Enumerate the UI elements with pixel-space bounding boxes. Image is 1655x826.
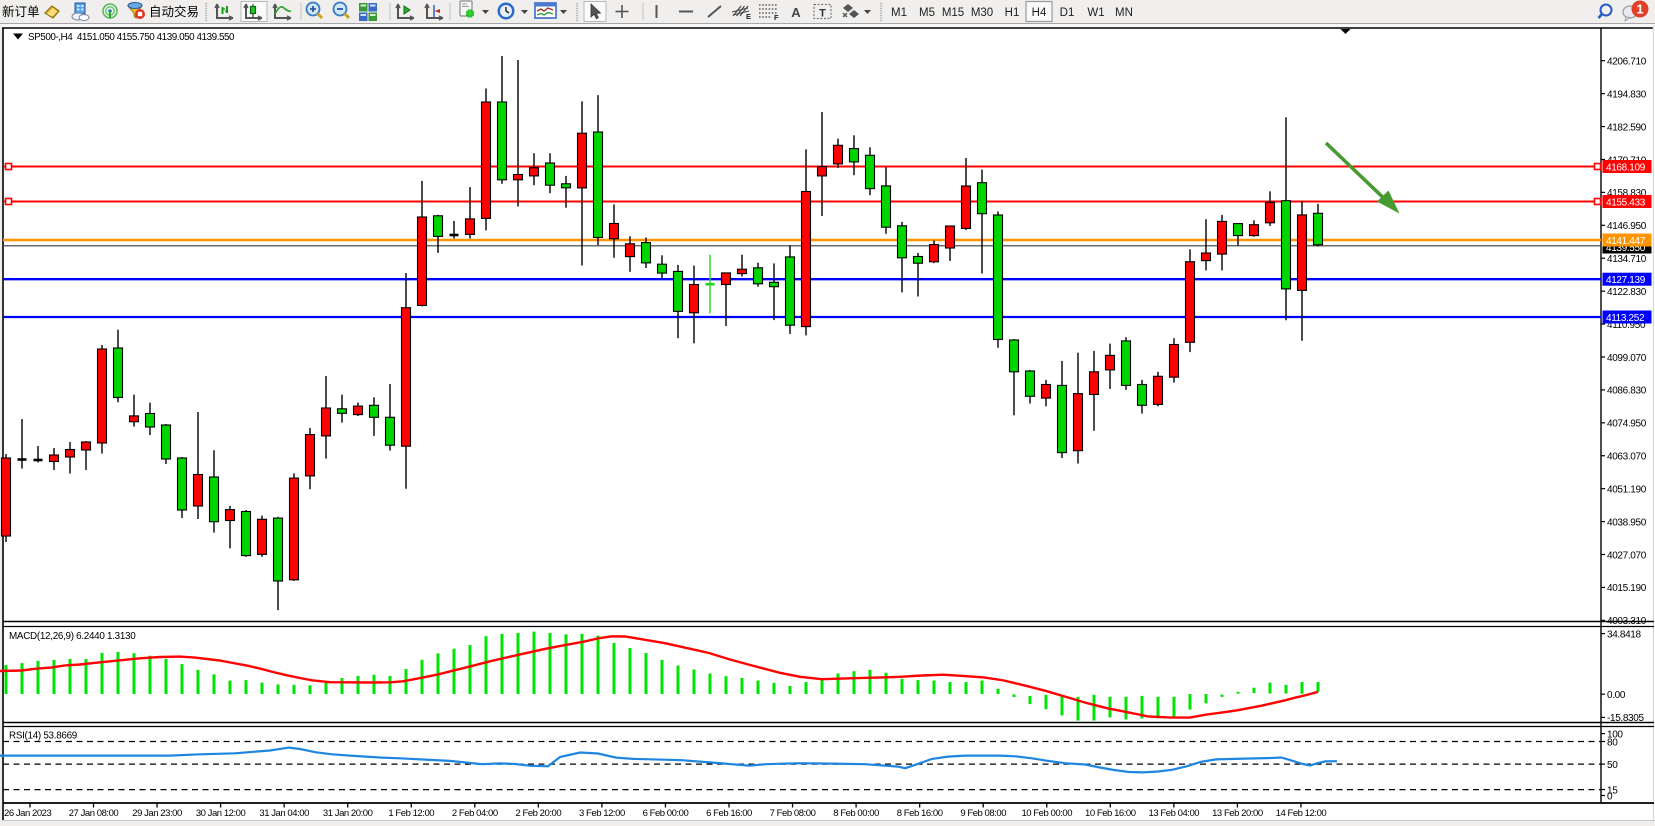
svg-text:4139.550: 4139.550 — [1606, 243, 1646, 254]
svg-text:13 Feb 04:00: 13 Feb 04:00 — [1149, 808, 1200, 819]
svg-text:E: E — [746, 12, 751, 21]
svg-text:3 Feb 12:00: 3 Feb 12:00 — [579, 808, 625, 819]
svg-text:2 Feb 04:00: 2 Feb 04:00 — [452, 808, 498, 819]
svg-text:4146.950: 4146.950 — [1607, 221, 1647, 232]
svg-text:8 Feb 00:00: 8 Feb 00:00 — [833, 808, 879, 819]
svg-text:1 Feb 12:00: 1 Feb 12:00 — [388, 808, 434, 819]
svg-text:4015.190: 4015.190 — [1607, 583, 1647, 594]
svg-text:-15.8305: -15.8305 — [1607, 713, 1644, 724]
svg-text:A: A — [791, 5, 801, 20]
svg-text:M15: M15 — [942, 7, 964, 19]
svg-text:6 Feb 16:00: 6 Feb 16:00 — [706, 808, 752, 819]
svg-text:T: T — [819, 8, 826, 20]
svg-text:H1: H1 — [1005, 7, 1020, 19]
svg-text:4074.950: 4074.950 — [1607, 419, 1647, 430]
svg-text:100: 100 — [1607, 729, 1623, 740]
svg-text:4182.590: 4182.590 — [1607, 122, 1647, 133]
svg-text:H4: H4 — [1032, 7, 1047, 19]
svg-text:MN: MN — [1115, 7, 1133, 19]
svg-text:9 Feb 08:00: 9 Feb 08:00 — [960, 808, 1006, 819]
svg-text:10 Feb 00:00: 10 Feb 00:00 — [1021, 808, 1072, 819]
svg-text:4206.710: 4206.710 — [1607, 57, 1647, 68]
svg-text:0.00: 0.00 — [1607, 690, 1626, 701]
svg-text:7 Feb 08:00: 7 Feb 08:00 — [770, 808, 816, 819]
svg-text:13 Feb 20:00: 13 Feb 20:00 — [1212, 808, 1263, 819]
svg-text:RSI(14) 53.8669: RSI(14) 53.8669 — [9, 731, 78, 742]
svg-text:30 Jan 12:00: 30 Jan 12:00 — [196, 808, 246, 819]
svg-text:4110.950: 4110.950 — [1607, 320, 1646, 331]
svg-text:8 Feb 16:00: 8 Feb 16:00 — [897, 808, 943, 819]
svg-text:10 Feb 16:00: 10 Feb 16:00 — [1085, 808, 1136, 819]
svg-text:27 Jan 08:00: 27 Jan 08:00 — [69, 808, 119, 819]
svg-text:4027.070: 4027.070 — [1607, 550, 1647, 561]
svg-text:4099.070: 4099.070 — [1607, 353, 1647, 364]
svg-text:4003.310: 4003.310 — [1607, 616, 1647, 627]
svg-text:31 Jan 20:00: 31 Jan 20:00 — [323, 808, 373, 819]
svg-text:M30: M30 — [971, 7, 993, 19]
svg-text:4086.830: 4086.830 — [1607, 386, 1647, 397]
svg-text:31 Jan 04:00: 31 Jan 04:00 — [259, 808, 309, 819]
svg-text:4122.830: 4122.830 — [1607, 287, 1647, 298]
svg-text:15: 15 — [1607, 785, 1618, 796]
svg-text:M5: M5 — [919, 7, 935, 19]
svg-text:50: 50 — [1607, 760, 1618, 771]
svg-text:D1: D1 — [1060, 7, 1075, 19]
svg-text:26 Jan 2023: 26 Jan 2023 — [4, 808, 52, 819]
svg-text:14 Feb 12:00: 14 Feb 12:00 — [1276, 808, 1327, 819]
svg-text:1: 1 — [1636, 2, 1643, 17]
svg-text:MACD(12,26,9) 6.2440 1.3130: MACD(12,26,9) 6.2440 1.3130 — [9, 631, 136, 642]
svg-text:4134.710: 4134.710 — [1607, 254, 1647, 265]
svg-text:4158.830: 4158.830 — [1607, 188, 1647, 199]
svg-text:新订单: 新订单 — [2, 4, 40, 19]
svg-text:4038.950: 4038.950 — [1607, 517, 1647, 528]
svg-text:2 Feb 20:00: 2 Feb 20:00 — [515, 808, 561, 819]
svg-text:自动交易: 自动交易 — [149, 4, 199, 19]
svg-text:6 Feb 00:00: 6 Feb 00:00 — [643, 808, 689, 819]
svg-text:M1: M1 — [891, 7, 907, 19]
svg-text:0: 0 — [1607, 791, 1613, 802]
svg-text:4127.139: 4127.139 — [1606, 275, 1646, 286]
svg-text:4051.190: 4051.190 — [1607, 484, 1647, 495]
svg-text:4141.447: 4141.447 — [1606, 236, 1646, 247]
svg-text:F: F — [774, 13, 779, 22]
svg-text:4194.830: 4194.830 — [1607, 89, 1647, 100]
svg-text:80: 80 — [1607, 737, 1618, 748]
svg-text:SP500-,H4 4151.050 4155.750 4: SP500-,H4 4151.050 4155.750 4139.050 413… — [28, 32, 235, 43]
svg-text:34.8418: 34.8418 — [1607, 629, 1641, 640]
svg-text:W1: W1 — [1087, 7, 1104, 19]
svg-text:4063.070: 4063.070 — [1607, 452, 1647, 463]
svg-text:29 Jan 23:00: 29 Jan 23:00 — [132, 808, 182, 819]
svg-text:4168.109: 4168.109 — [1606, 162, 1646, 173]
svg-text:4155.433: 4155.433 — [1606, 197, 1646, 208]
svg-text:4113.252: 4113.252 — [1606, 313, 1645, 324]
